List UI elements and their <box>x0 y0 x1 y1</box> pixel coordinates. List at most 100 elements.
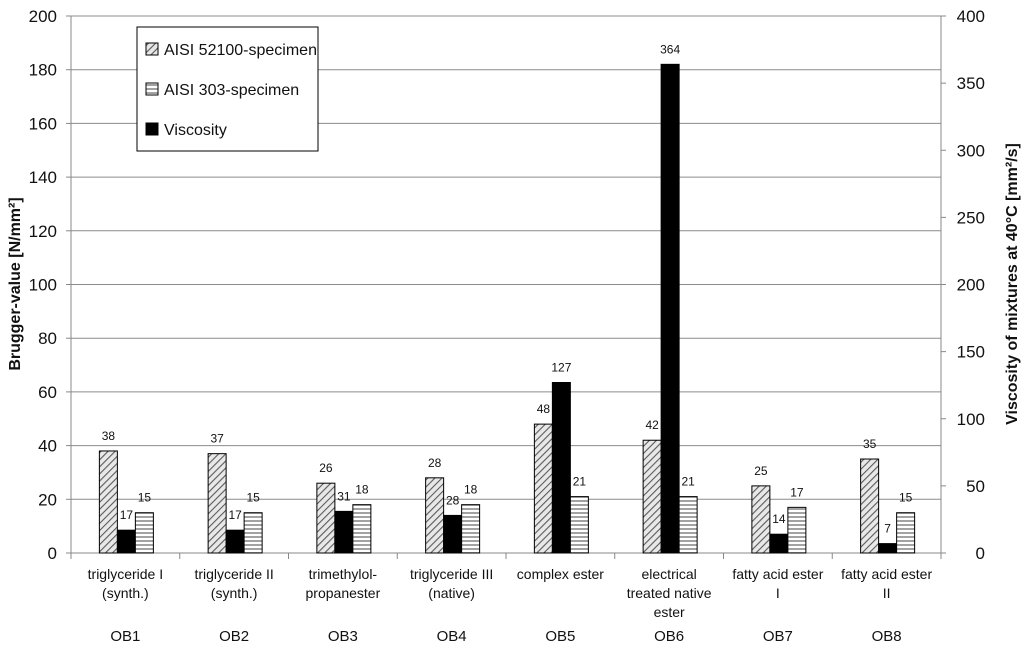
y-tick-label: 20 <box>38 490 57 509</box>
category-label: trimethylol- <box>309 566 378 582</box>
bar-aisi-52100-specimen-ob6 <box>642 439 662 554</box>
category-label: triglyceride II <box>194 566 273 582</box>
bar-aisi-303-specimen-ob8 <box>896 512 916 554</box>
bar-aisi-52100-specimen-ob5 <box>533 423 553 554</box>
bar-viscosity-ob2 <box>225 529 245 554</box>
data-label: 18 <box>355 483 369 497</box>
bar-aisi-52100-specimen-ob7 <box>751 485 771 554</box>
category-code: OB5 <box>545 628 575 645</box>
category-label: propanester <box>306 585 381 601</box>
bar-viscosity-ob5 <box>551 382 571 554</box>
category-label: triglyceride III <box>410 566 493 582</box>
data-label: 26 <box>319 461 333 475</box>
bar-aisi-303-specimen-ob4 <box>461 504 481 554</box>
tick-labels: 0 20 40 60 80 100 120 140 160 180 200 0 50 100 150 200 2… <box>29 7 985 563</box>
data-label: 21 <box>573 475 587 489</box>
y2-tick-label: 300 <box>957 141 985 160</box>
y-tick-label: 140 <box>29 168 57 187</box>
bar-viscosity-ob1 <box>116 529 136 554</box>
category-code: OB3 <box>328 628 358 645</box>
y-axis-title: Brugger-value [N/mm²] <box>7 197 24 370</box>
category-label: (synth.) <box>102 585 149 601</box>
data-label: 15 <box>899 491 913 505</box>
bar-viscosity-ob6 <box>660 63 680 554</box>
y2-tick-label: 0 <box>976 544 985 563</box>
data-label: 28 <box>446 493 460 507</box>
category-label: treated native <box>627 585 712 601</box>
category-label: triglyceride I <box>88 566 163 582</box>
y-tick-label: 0 <box>48 544 57 563</box>
bar-aisi-52100-specimen-ob8 <box>860 458 880 554</box>
category-label: complex ester <box>517 566 604 582</box>
data-label: 48 <box>537 402 551 416</box>
data-label: 37 <box>210 432 224 446</box>
y2-tick-label: 400 <box>957 7 985 26</box>
bar-aisi-303-specimen-ob6 <box>678 496 698 554</box>
data-label: 17 <box>120 508 134 522</box>
category-label: fatty acid ester <box>841 566 932 582</box>
data-label: 35 <box>863 437 877 451</box>
y-tick-label: 160 <box>29 114 57 133</box>
legend-label: Viscosity <box>164 122 227 139</box>
data-label: 14 <box>772 512 786 526</box>
bar-aisi-52100-specimen-ob4 <box>425 477 445 554</box>
data-label: 15 <box>138 491 152 505</box>
y-tick-label: 200 <box>29 7 57 26</box>
legend-swatch-solid <box>145 122 159 136</box>
category-label: (native) <box>428 585 475 601</box>
data-label: 18 <box>464 483 478 497</box>
y2-tick-label: 200 <box>957 276 985 295</box>
bars <box>98 63 916 554</box>
data-label: 7 <box>884 522 891 536</box>
bar-aisi-52100-specimen-ob1 <box>98 450 118 554</box>
legend-swatch-horizontal <box>145 82 159 96</box>
data-labels: 38 37 26 28 48 42 25 35 17 17 31 28 127 364 14 7 15 15 18 1… <box>102 42 913 535</box>
category-label: electrical <box>642 566 697 582</box>
data-label: 28 <box>428 456 442 470</box>
category-label: (synth.) <box>211 585 258 601</box>
y2-tick-label: 150 <box>957 343 985 362</box>
data-label: 364 <box>660 42 680 56</box>
bar-viscosity-ob7 <box>769 533 789 554</box>
y-tick-label: 40 <box>38 437 57 456</box>
data-label: 17 <box>790 485 804 499</box>
category-code: OB4 <box>437 628 467 645</box>
category-label: fatty acid ester <box>732 566 823 582</box>
data-label: 127 <box>551 361 571 375</box>
legend: AISI 52100-specimen AISI 303-specimen Visc… <box>136 26 319 152</box>
y2-tick-label: 50 <box>966 477 985 496</box>
y-tick-label: 100 <box>29 276 57 295</box>
bar-aisi-303-specimen-ob5 <box>569 496 589 554</box>
bar-viscosity-ob3 <box>334 510 354 554</box>
data-label: 17 <box>228 508 242 522</box>
category-code: OB7 <box>763 628 793 645</box>
bar-aisi-303-specimen-ob7 <box>787 506 807 554</box>
bar-aisi-52100-specimen-ob3 <box>316 482 336 554</box>
category-code: OB6 <box>654 628 684 645</box>
category-code: OB8 <box>872 628 902 645</box>
y2-tick-label: 100 <box>957 410 985 429</box>
bar-aisi-303-specimen-ob3 <box>352 504 372 554</box>
y-tick-label: 120 <box>29 222 57 241</box>
data-label: 21 <box>681 475 695 489</box>
bar-aisi-303-specimen-ob2 <box>243 512 263 554</box>
y2-tick-label: 250 <box>957 208 985 227</box>
category-labels: triglyceride I (synth.) OB1 triglyceride II… <box>88 566 933 645</box>
y2-axis-title: Viscosity of mixtures at 40°C [mm²/s] <box>1004 143 1021 425</box>
bar-aisi-303-specimen-ob1 <box>134 512 154 554</box>
y-tick-label: 180 <box>29 61 57 80</box>
y2-tick-label: 350 <box>957 74 985 93</box>
legend-label: AISI 52100-specimen <box>164 42 317 59</box>
category-code: OB2 <box>219 628 249 645</box>
category-label: ester <box>654 604 685 620</box>
bar-aisi-52100-specimen-ob2 <box>207 453 227 554</box>
data-label: 42 <box>645 418 659 432</box>
y-tick-label: 80 <box>38 329 57 348</box>
data-label: 25 <box>754 464 768 478</box>
category-label: I <box>776 585 780 601</box>
data-label: 15 <box>246 491 260 505</box>
data-label: 38 <box>102 429 116 443</box>
legend-label: AISI 303-specimen <box>164 82 299 99</box>
legend-swatch-diagonal <box>145 42 159 56</box>
